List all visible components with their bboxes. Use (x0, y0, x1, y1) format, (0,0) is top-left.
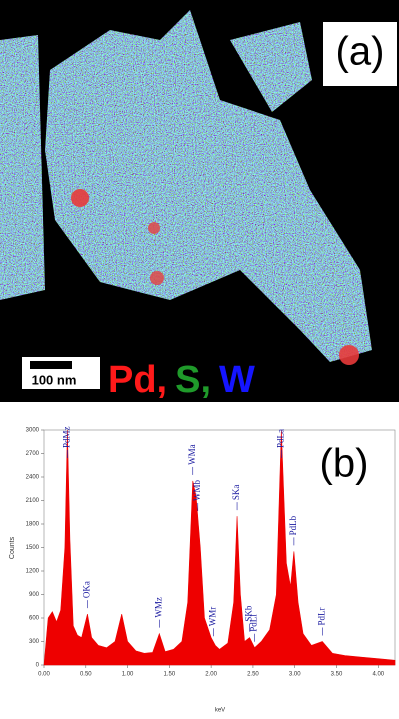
peak-label: OKa (82, 581, 92, 598)
peak-label: WMa (187, 444, 197, 465)
x-axis-label: keV (215, 708, 225, 714)
y-tick-label: 0 (36, 663, 40, 669)
panel-label: (b) (320, 442, 369, 486)
scale-bar (30, 361, 72, 369)
pd-particle (148, 222, 160, 234)
y-tick-label: 3000 (26, 428, 40, 434)
peak-label: WMz (153, 597, 163, 618)
x-tick-label: 1.00 (122, 672, 134, 678)
y-tick-label: 2100 (26, 498, 40, 504)
scale-label: 100 nm (32, 372, 77, 387)
spectrum-area (43, 429, 396, 666)
pd-particle (339, 345, 359, 365)
x-tick-label: 0.50 (80, 672, 92, 678)
x-tick-label: 4.00 (372, 672, 384, 678)
peak-label: WMb (192, 479, 202, 500)
peak-label: PdLa (275, 429, 285, 448)
element-label: W (219, 359, 255, 401)
peak-label: PdMz (61, 426, 71, 448)
x-tick-label: 1.50 (164, 672, 176, 678)
y-tick-label: 900 (29, 592, 40, 598)
pd-particle (71, 189, 89, 207)
panel-a: (a) 100 nm Pd, S, W (0, 0, 399, 402)
pd-particle (150, 271, 164, 285)
element-label: Pd, (108, 359, 167, 401)
peak-label: PdLb (288, 515, 298, 535)
peak-label: PdLl (249, 614, 259, 632)
x-tick-label: 2.00 (205, 672, 217, 678)
element-label: S, (175, 359, 211, 401)
y-tick-label: 2700 (26, 451, 40, 457)
y-tick-label: 1500 (26, 545, 40, 551)
peak-label: SKa (231, 485, 241, 501)
label-box (323, 22, 397, 86)
peak-label: SKb (244, 605, 254, 622)
peak-label: WMr (208, 607, 218, 627)
x-tick-label: 2.50 (247, 672, 259, 678)
peak-label: PdLr (316, 607, 326, 625)
x-tick-label: 3.50 (331, 672, 343, 678)
x-tick-label: 3.00 (289, 672, 301, 678)
y-tick-label: 2400 (26, 475, 40, 481)
y-tick-label: 300 (29, 639, 40, 645)
element-legend: Pd, S, W (108, 359, 255, 401)
y-tick-label: 1800 (26, 522, 40, 528)
y-tick-label: 600 (29, 616, 40, 622)
x-tick-label: 0.00 (38, 672, 50, 678)
panel-label: (a) (336, 30, 385, 74)
particles (0, 10, 372, 362)
y-tick-label: 1200 (26, 569, 40, 575)
y-axis-label: Counts (9, 536, 16, 559)
